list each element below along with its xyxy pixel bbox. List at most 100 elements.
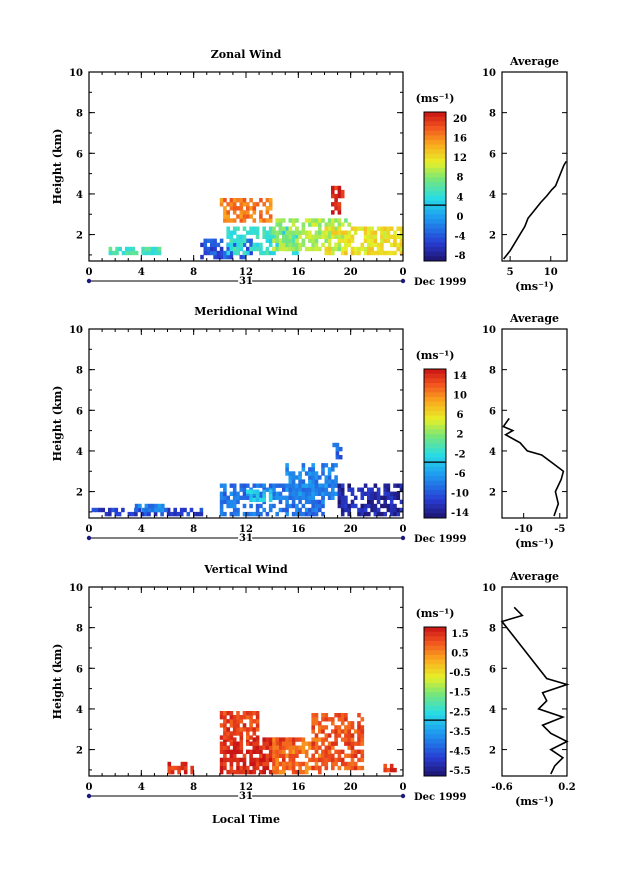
heatmap-cell [246, 214, 250, 219]
heatmap-cell [242, 214, 247, 219]
heatmap-cell [285, 487, 289, 492]
heatmap-cell [262, 250, 266, 256]
heatmap-cell [223, 218, 227, 223]
heatmap-cell [223, 487, 227, 492]
heatmap-cell [367, 499, 371, 505]
heatmap-cell [291, 745, 296, 750]
colorbar-swatch [424, 401, 446, 407]
heatmap-cell [262, 737, 266, 742]
heatmap-cell [259, 210, 263, 215]
heatmap-cell [249, 761, 253, 767]
heatmap-cell [249, 715, 253, 720]
colorbar-unit: (ms⁻¹) [416, 607, 455, 620]
heatmap-cell [114, 507, 119, 513]
heatmap-cell [399, 483, 404, 488]
heatmap-cell [278, 226, 283, 231]
heatmap-cell [314, 757, 319, 763]
heatmap-cell [363, 230, 368, 235]
heatmap-cell [308, 511, 312, 517]
heatmap-cell [206, 250, 211, 256]
heatmap-cell [246, 210, 250, 215]
heatmap-cell [373, 483, 378, 488]
heatmap-cell [380, 511, 384, 517]
heatmap-cell [373, 242, 378, 248]
heatmap-cell [353, 230, 358, 235]
colorbar-tick-label: -3.5 [449, 727, 471, 738]
heatmap-cell [301, 238, 306, 243]
colorbar-tick-label: 16 [453, 134, 467, 145]
heatmap-cell [331, 467, 335, 472]
heatmap-cell [219, 769, 224, 775]
heatmap-cell [321, 234, 325, 239]
heatmap-cell [285, 507, 289, 513]
heatmap-cell [137, 507, 141, 513]
heatmap-cell [337, 202, 342, 207]
heatmap-cell [344, 729, 348, 734]
heatmap-cell [252, 737, 257, 742]
heatmap-cell [360, 226, 365, 231]
heatmap-cell [249, 735, 253, 740]
heatmap-cell [246, 246, 250, 252]
heatmap-cell [399, 238, 404, 243]
heatmap-cell [268, 206, 273, 211]
heatmap-cell [173, 511, 177, 517]
heatmap-cell [295, 238, 299, 243]
heatmap-cell [321, 467, 325, 472]
colorbar-swatch [424, 135, 446, 141]
colorbar-swatch [424, 251, 446, 257]
heatmap-cell [229, 723, 234, 728]
heatmap-cell [331, 761, 335, 767]
heatmap-cell [337, 765, 342, 771]
heatmap-cell [262, 489, 266, 494]
heatmap-cell [291, 511, 296, 517]
average-x-label: (ms⁻¹) [515, 280, 554, 293]
heatmap-cell [301, 242, 306, 248]
heatmap-cell [347, 487, 351, 492]
heatmap-cell [337, 753, 342, 758]
heatmap-cell [337, 713, 342, 718]
heatmap-cell [239, 238, 244, 243]
heatmap-cell [370, 499, 374, 505]
heatmap-cell [295, 246, 299, 252]
heatmap-cell [304, 495, 309, 500]
heatmap-cell [340, 729, 345, 734]
heatmap-cell [236, 715, 240, 720]
y-tick-label: 2 [76, 488, 83, 499]
heatmap-cell [223, 765, 227, 771]
heatmap-cell [367, 242, 371, 248]
heatmap-cell [350, 250, 355, 256]
heatmap-cell [288, 471, 293, 476]
heatmap-cell [321, 499, 325, 505]
heatmap-cell [393, 234, 397, 239]
heatmap-cell [337, 185, 342, 191]
heatmap-cell [363, 511, 368, 517]
heatmap-cell [125, 250, 129, 256]
heatmap-cell [275, 761, 279, 767]
heatmap-cell [344, 737, 348, 742]
heatmap-cell [331, 487, 335, 492]
heatmap-cell [232, 753, 237, 758]
colorbar-swatch [424, 641, 446, 647]
heatmap-cell [108, 246, 113, 252]
heatmap-cell [386, 238, 391, 243]
heatmap-cell [246, 483, 250, 488]
heatmap-cell [252, 731, 257, 736]
heatmap-cell [337, 499, 342, 505]
heatmap-cell [252, 749, 257, 754]
heatmap-cell [249, 230, 253, 235]
heatmap-cell [223, 254, 227, 260]
heatmap-cell [318, 230, 322, 235]
heatmap-cell [298, 761, 302, 767]
heatmap-cell [226, 757, 230, 763]
colorbar-swatch [424, 627, 446, 633]
heatmap-cell [308, 218, 312, 223]
heatmap-cell [334, 193, 338, 199]
panel-title: Meridional Wind [194, 305, 298, 318]
heatmap-cell [229, 749, 234, 754]
colorbar-swatch [424, 223, 446, 229]
heatmap-cell [291, 242, 296, 248]
heatmap-cell [236, 757, 240, 763]
heatmap-cell [295, 495, 299, 500]
heatmap-cell [380, 246, 384, 252]
date-label-right: Dec 1999 [414, 792, 466, 803]
